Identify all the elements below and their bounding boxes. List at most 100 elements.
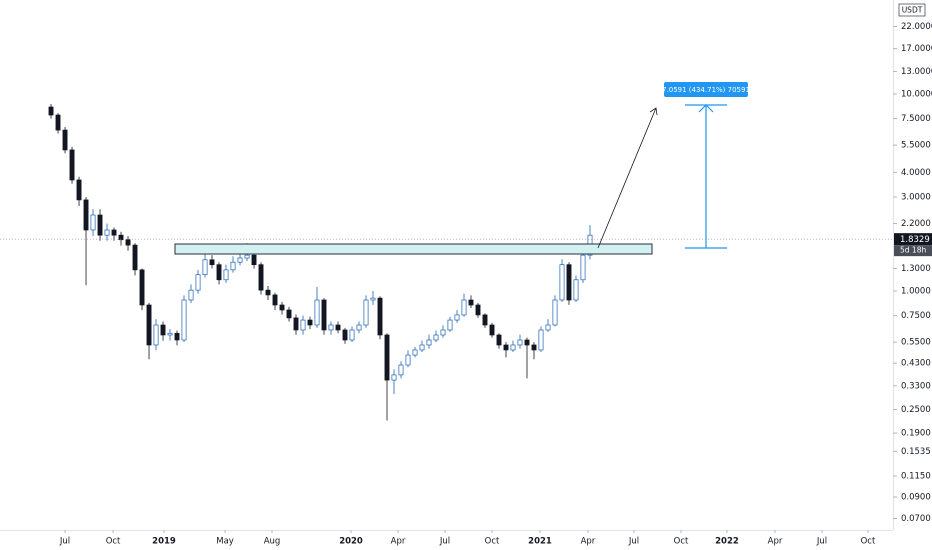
candle-body (559, 264, 565, 301)
candle-body (181, 299, 187, 341)
y-tick-label: 3.0000 (901, 192, 931, 202)
candle-body (90, 214, 96, 231)
candle-body (293, 317, 299, 331)
candle-body (307, 319, 313, 326)
y-tick-label: 4.0000 (901, 168, 931, 178)
candle-body (223, 269, 229, 281)
candle-body (160, 324, 166, 336)
y-tick-label: 0.2500 (901, 405, 931, 415)
candle-body (188, 289, 194, 301)
candle-body (153, 324, 159, 346)
candle-body (482, 314, 488, 326)
candle-body (377, 297, 383, 336)
candle-body (279, 304, 285, 311)
candle-body (433, 334, 439, 341)
candle-body (454, 314, 460, 321)
currency-box (898, 3, 926, 17)
y-tick-label: 0.1150 (901, 472, 931, 482)
candle-body (265, 289, 271, 296)
measure-label: 7.0591 (434.71%) 70591 (662, 86, 750, 94)
candle-body (146, 304, 152, 346)
candle-body (118, 234, 124, 241)
x-tick-label: Aug (264, 537, 281, 547)
candle-body (510, 344, 516, 351)
candle-body (419, 344, 425, 351)
candle-body (216, 264, 222, 281)
candle-body (55, 114, 61, 131)
candle-body (580, 254, 586, 281)
candle-body (496, 334, 502, 346)
x-tick-label: Apr (768, 537, 783, 547)
candle-body (48, 106, 54, 116)
x-tick-label: Jul (628, 537, 639, 547)
candle-body (111, 229, 117, 236)
y-tick-label: 0.3300 (901, 381, 931, 391)
x-tick-label: Jul (439, 537, 450, 547)
candle-body (524, 339, 530, 346)
currency-label: USDT (902, 6, 923, 15)
y-tick-label: 0.5500 (901, 338, 931, 348)
arrow-head (649, 107, 658, 116)
y-tick-label: 0.7500 (901, 311, 931, 321)
x-tick-label: 2020 (339, 537, 363, 547)
candle-body (139, 269, 145, 306)
plot-area (48, 103, 593, 421)
candle-body (300, 319, 306, 331)
candle-body (76, 179, 82, 201)
candle-body (545, 324, 551, 331)
y-tick-label: 0.0700 (901, 514, 931, 524)
y-tick-label: 0.1900 (901, 429, 931, 439)
x-tick-label: Oct (674, 537, 689, 547)
candle-body (517, 339, 523, 346)
candle-body (209, 259, 215, 266)
candle-body (398, 364, 404, 376)
y-tick-label: 0.4300 (901, 359, 931, 369)
candle-body (62, 129, 68, 151)
candle-body (370, 297, 376, 301)
x-tick-label: 2019 (152, 537, 176, 547)
candle-body (538, 329, 544, 351)
countdown-box (894, 245, 932, 257)
candle-body (69, 149, 75, 181)
x-tick-label: 2022 (715, 537, 739, 547)
candle-body (174, 332, 180, 341)
y-tick-label: 1.3000 (901, 264, 931, 274)
candle-body (328, 324, 334, 331)
y-tick-label: 22.0000 (901, 22, 932, 32)
candle-body (321, 299, 327, 331)
candle-body (244, 254, 250, 259)
candle-body (468, 299, 474, 306)
x-tick-label: Oct (485, 537, 500, 547)
candle-body (503, 344, 509, 351)
candle-body (552, 299, 558, 326)
candle-body (125, 239, 131, 246)
y-tick-label: 5.5000 (901, 141, 931, 151)
candle-body (363, 299, 369, 326)
candle-body (391, 374, 397, 381)
current-price-box (894, 233, 932, 246)
candle-body (356, 324, 362, 331)
y-tick-label: 0.0900 (901, 493, 931, 503)
candle-body (489, 324, 495, 336)
candle-body (83, 199, 89, 231)
projection-arrow (597, 107, 657, 249)
candle-body (573, 279, 579, 301)
candle-body (195, 274, 201, 291)
countdown-label: 5d 18h (900, 246, 926, 255)
x-tick-label: Jul (59, 537, 70, 547)
y-tick-label: 1.0000 (901, 286, 931, 296)
y-tick-label: 13.0000 (901, 67, 932, 77)
y-tick-label: 10.0000 (901, 89, 932, 99)
candle-body (342, 329, 348, 341)
y-tick-label: 2.2000 (901, 219, 931, 229)
candle-body (286, 309, 292, 319)
candle-body (461, 299, 467, 316)
candle-body (412, 349, 418, 356)
x-tick-label: Jul (816, 537, 827, 547)
x-tick-label: Oct (106, 537, 121, 547)
x-tick-label: Oct (861, 537, 876, 547)
y-tick-label: 17.0000 (901, 44, 932, 54)
candle-body (405, 354, 411, 366)
x-tick-label: May (216, 537, 234, 547)
measure-label-box (664, 82, 748, 97)
